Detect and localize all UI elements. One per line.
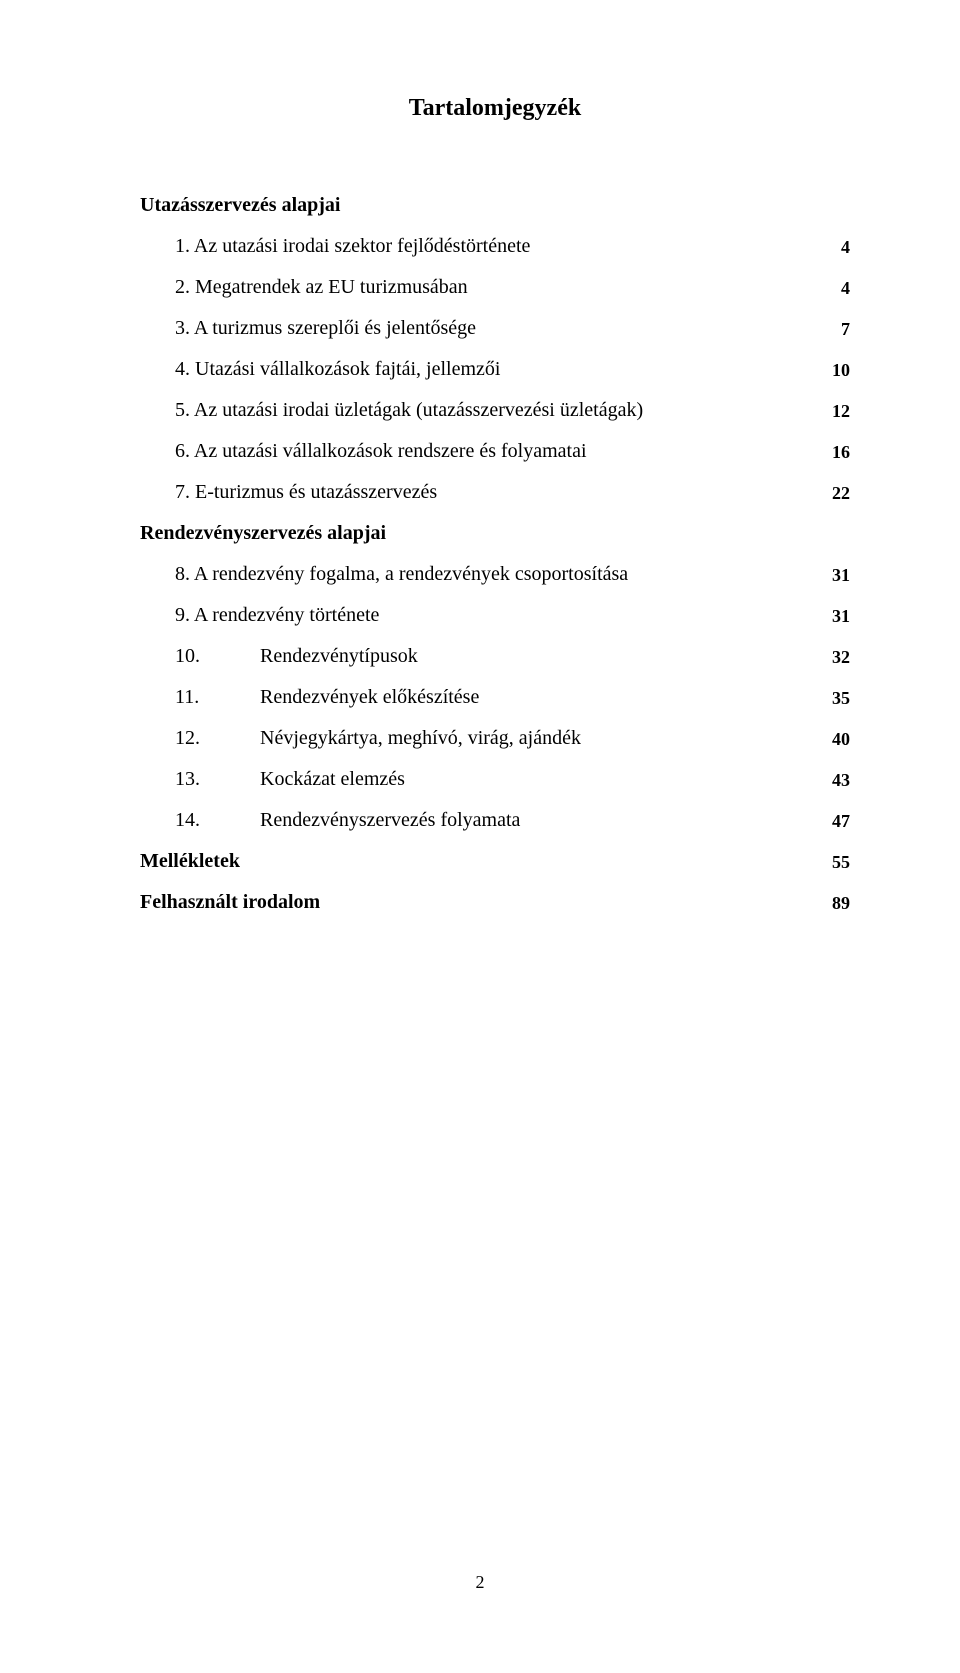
toc-item-page: 16 — [820, 442, 850, 463]
toc-item-number: 4. — [175, 358, 190, 380]
toc-item-label: 13. Kockázat elemzés — [140, 768, 820, 791]
toc-item-text: Rendezvények előkészítése — [260, 686, 479, 708]
toc-item-page: 10 — [820, 360, 850, 381]
toc-row: 1. Az utazási irodai szektor fejlődéstör… — [140, 235, 850, 258]
toc-row: 14. Rendezvényszervezés folyamata 47 — [140, 809, 850, 832]
footer-page-number: 2 — [0, 1572, 960, 1593]
toc-item-text: Névjegykártya, meghívó, virág, ajándék — [260, 727, 581, 749]
toc-item-text: Utazási vállalkozások fajtái, jellemzői — [195, 358, 500, 380]
toc-row: Mellékletek 55 — [140, 850, 850, 873]
toc-item-text: A rendezvény fogalma, a rendezvények cso… — [194, 563, 628, 585]
toc-item-page: 47 — [820, 811, 850, 832]
toc-item-label: 2. Megatrendek az EU turizmusában — [140, 276, 820, 299]
toc-item-number: 6. — [175, 440, 190, 462]
toc-item-label: 10. Rendezvénytípusok — [140, 645, 820, 668]
toc-item-number: 1. — [175, 235, 190, 257]
toc-item-text: Az utazási irodai szektor fejlődéstörtén… — [194, 235, 531, 257]
toc-item-page: 35 — [820, 688, 850, 709]
toc-item-number: 2. — [175, 276, 190, 298]
toc-item-text: Megatrendek az EU turizmusában — [195, 276, 468, 298]
toc-item-label: 8. A rendezvény fogalma, a rendezvények … — [140, 563, 820, 586]
toc-item-number: 13. — [175, 768, 255, 791]
toc-item-number: 8. — [175, 563, 190, 585]
toc-item-text: Kockázat elemzés — [260, 768, 405, 790]
toc-item-page: 40 — [820, 729, 850, 750]
toc-row: 5. Az utazási irodai üzletágak (utazássz… — [140, 399, 850, 422]
toc-item-text: Rendezvényszervezés folyamata — [260, 809, 520, 831]
toc-item-label: 1. Az utazási irodai szektor fejlődéstör… — [140, 235, 820, 258]
toc-row: 11. Rendezvények előkészítése 35 — [140, 686, 850, 709]
toc-item-text: Rendezvénytípusok — [260, 645, 418, 667]
toc-row: 12. Névjegykártya, meghívó, virág, ajánd… — [140, 727, 850, 750]
toc-item-page: 31 — [820, 565, 850, 586]
toc-item-text: A turizmus szereplői és jelentősége — [194, 317, 476, 339]
toc-item-text: E-turizmus és utazásszervezés — [195, 481, 437, 503]
toc-item-label: 9. A rendezvény története — [140, 604, 820, 627]
toc-item-label: 4. Utazási vállalkozások fajtái, jellemz… — [140, 358, 820, 381]
toc-item-page: 89 — [820, 893, 850, 914]
table-of-contents: Utazásszervezés alapjai 1. Az utazási ir… — [140, 194, 850, 914]
toc-item-text: A rendezvény története — [194, 604, 379, 626]
toc-item-page: 32 — [820, 647, 850, 668]
toc-item-label: 5. Az utazási irodai üzletágak (utazássz… — [140, 399, 820, 422]
toc-item-page: 4 — [820, 237, 850, 258]
toc-item-label: 3. A turizmus szereplői és jelentősége — [140, 317, 820, 340]
toc-item-page: 43 — [820, 770, 850, 791]
toc-item-label: 14. Rendezvényszervezés folyamata — [140, 809, 820, 832]
toc-item-number: 9. — [175, 604, 190, 626]
toc-row: 9. A rendezvény története 31 — [140, 604, 850, 627]
toc-row: 13. Kockázat elemzés 43 — [140, 768, 850, 791]
toc-row: 7. E-turizmus és utazásszervezés 22 — [140, 481, 850, 504]
toc-item-number: 14. — [175, 809, 255, 832]
toc-item-page: 22 — [820, 483, 850, 504]
toc-trailing-label: Mellékletek — [140, 850, 820, 873]
toc-row: 2. Megatrendek az EU turizmusában 4 — [140, 276, 850, 299]
toc-item-label: 11. Rendezvények előkészítése — [140, 686, 820, 709]
toc-item-label: 12. Névjegykártya, meghívó, virág, ajánd… — [140, 727, 820, 750]
toc-item-number: 12. — [175, 727, 255, 750]
toc-item-number: 10. — [175, 645, 255, 668]
document-page: Tartalomjegyzék Utazásszervezés alapjai … — [0, 0, 960, 1673]
toc-item-text: Az utazási vállalkozások rendszere és fo… — [194, 440, 587, 462]
toc-section-heading: Rendezvényszervezés alapjai — [140, 522, 850, 545]
toc-item-number: 3. — [175, 317, 190, 339]
toc-item-number: 7. — [175, 481, 190, 503]
toc-item-page: 4 — [820, 278, 850, 299]
page-title: Tartalomjegyzék — [140, 95, 850, 122]
toc-item-text: Az utazási irodai üzletágak (utazásszerv… — [194, 399, 643, 421]
toc-row: 6. Az utazási vállalkozások rendszere és… — [140, 440, 850, 463]
toc-row: Felhasznált irodalom 89 — [140, 891, 850, 914]
toc-item-number: 11. — [175, 686, 255, 709]
toc-row: 8. A rendezvény fogalma, a rendezvények … — [140, 563, 850, 586]
toc-item-page: 12 — [820, 401, 850, 422]
toc-row: 4. Utazási vállalkozások fajtái, jellemz… — [140, 358, 850, 381]
toc-item-label: 6. Az utazási vállalkozások rendszere és… — [140, 440, 820, 463]
toc-row: 10. Rendezvénytípusok 32 — [140, 645, 850, 668]
toc-item-label: 7. E-turizmus és utazásszervezés — [140, 481, 820, 504]
toc-trailing-label: Felhasznált irodalom — [140, 891, 820, 914]
toc-item-page: 31 — [820, 606, 850, 627]
toc-item-page: 7 — [820, 319, 850, 340]
toc-row: 3. A turizmus szereplői és jelentősége 7 — [140, 317, 850, 340]
toc-section-heading: Utazásszervezés alapjai — [140, 194, 850, 217]
toc-item-number: 5. — [175, 399, 190, 421]
toc-item-page: 55 — [820, 852, 850, 873]
